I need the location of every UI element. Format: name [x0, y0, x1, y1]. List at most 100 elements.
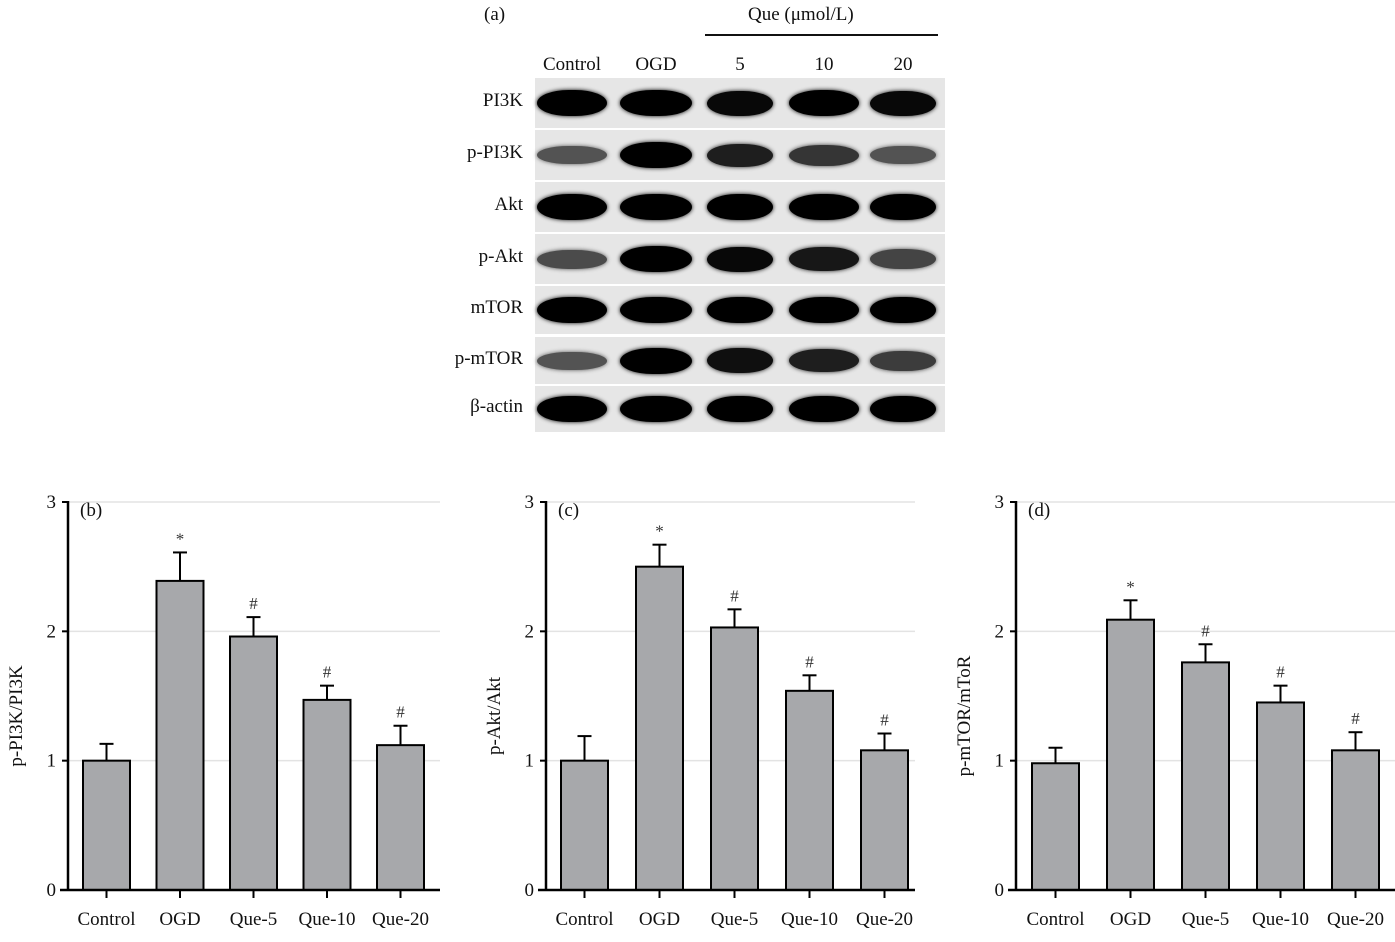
lane-label: 5 [735, 54, 745, 75]
protein-band [789, 145, 859, 166]
x-tick-label: Que-20 [372, 909, 429, 930]
blot-row-label: mTOR [470, 297, 523, 318]
bar-chart-p-pi3k: Control * OGD # Que-5 # Que-10 # Que-20 0 1 2 3 (b) p-… [0, 480, 460, 942]
bar [302, 698, 352, 891]
protein-band [789, 297, 859, 323]
protein-band [707, 396, 773, 422]
y-tick-label: 3 [995, 492, 1005, 513]
bar [229, 635, 278, 891]
bar [1181, 661, 1230, 891]
blot-row-label: β-actin [470, 396, 523, 417]
x-tick-label: Que-5 [711, 909, 758, 930]
blot-row-label: PI3K [482, 90, 523, 111]
y-axis-label: p-mTOR/mToR [954, 655, 975, 776]
blot-strip [535, 78, 945, 128]
x-tick-label: Control [77, 909, 135, 930]
bar-chart-p-akt: Control * OGD # Que-5 # Que-10 # Que-20 0 1 2 3 (c) p-… [480, 480, 940, 942]
protein-band [707, 297, 773, 323]
significance-mark: # [1351, 709, 1360, 728]
protein-band [620, 90, 692, 116]
protein-band [620, 142, 692, 168]
bar [635, 565, 684, 892]
y-tick-label: 2 [525, 621, 535, 642]
bar-chart-p-mtor: Control * OGD # Que-5 # Que-10 # Que-20 0 1 2 3 (d) p-… [940, 480, 1395, 942]
blot-strip [535, 386, 945, 432]
blot-row-label: p-Akt [478, 246, 523, 267]
y-axis-label: p-Akt/Akt [484, 676, 505, 755]
protein-band [870, 146, 936, 164]
protein-band [789, 396, 859, 422]
protein-band [870, 91, 936, 116]
bar [155, 579, 205, 891]
bar [1106, 618, 1155, 891]
y-tick-label: 0 [525, 880, 535, 901]
significance-mark: # [730, 586, 739, 605]
significance-mark: * [176, 529, 185, 548]
significance-mark: # [1276, 663, 1285, 682]
blot-strip [535, 182, 945, 232]
x-tick-label: Que-5 [230, 909, 277, 930]
x-tick-label: Control [555, 909, 613, 930]
protein-band [537, 352, 607, 370]
y-tick-label: 2 [47, 621, 57, 642]
x-tick-label: OGD [1110, 909, 1151, 930]
y-tick-label: 3 [47, 492, 57, 513]
protein-band [870, 351, 936, 371]
significance-mark: # [249, 594, 258, 613]
y-tick-label: 0 [47, 880, 57, 901]
treatment-bracket-line [705, 34, 938, 36]
panel-label: (b) [80, 500, 102, 521]
protein-band [870, 396, 936, 422]
x-tick-label: Que-10 [781, 909, 838, 930]
x-tick-label: OGD [639, 909, 680, 930]
protein-band [707, 144, 773, 167]
blot-strip [535, 234, 945, 284]
protein-band [620, 396, 692, 422]
protein-band [537, 146, 607, 164]
significance-mark: # [880, 711, 889, 730]
panel-label: (c) [558, 500, 579, 521]
protein-band [789, 194, 859, 220]
protein-band [707, 91, 773, 116]
protein-band [870, 249, 936, 269]
protein-band [537, 194, 607, 220]
protein-band [707, 348, 773, 373]
protein-band [537, 250, 607, 269]
blot-row-label: p-mTOR [454, 347, 523, 369]
blot-strip [535, 286, 945, 334]
x-tick-label: Que-20 [1327, 909, 1384, 930]
bar [860, 749, 909, 891]
y-tick-label: 1 [47, 751, 57, 772]
y-tick-label: 1 [525, 751, 535, 772]
x-tick-label: Que-10 [1252, 909, 1309, 930]
bar [1256, 701, 1305, 891]
y-tick-label: 3 [525, 492, 535, 513]
x-tick-label: Que-5 [1182, 909, 1229, 930]
blot-strip [535, 130, 945, 180]
blot-row-label: p-PI3K [467, 142, 523, 163]
blot-row-label: Akt [494, 194, 524, 215]
y-tick-label: 0 [995, 880, 1005, 901]
protein-band [707, 194, 773, 220]
significance-mark: # [396, 703, 405, 722]
protein-band [789, 349, 859, 372]
panel-label: (d) [1028, 500, 1050, 521]
bar [710, 626, 759, 891]
protein-band [789, 247, 859, 271]
bar [560, 759, 609, 891]
bar [1331, 749, 1380, 891]
x-tick-label: Que-20 [856, 909, 913, 930]
blot-strip [535, 337, 945, 384]
bar [376, 744, 425, 891]
lane-label: Control [542, 54, 602, 75]
bar [1031, 762, 1080, 891]
x-tick-label: Control [1026, 909, 1084, 930]
lane-label: 20 [893, 54, 913, 75]
protein-band [537, 396, 607, 422]
protein-band [620, 246, 692, 272]
protein-band [537, 297, 607, 323]
bar [785, 689, 834, 891]
protein-band [620, 297, 692, 323]
treatment-header: Que (μmol/L) [748, 4, 854, 25]
protein-band [620, 194, 692, 220]
